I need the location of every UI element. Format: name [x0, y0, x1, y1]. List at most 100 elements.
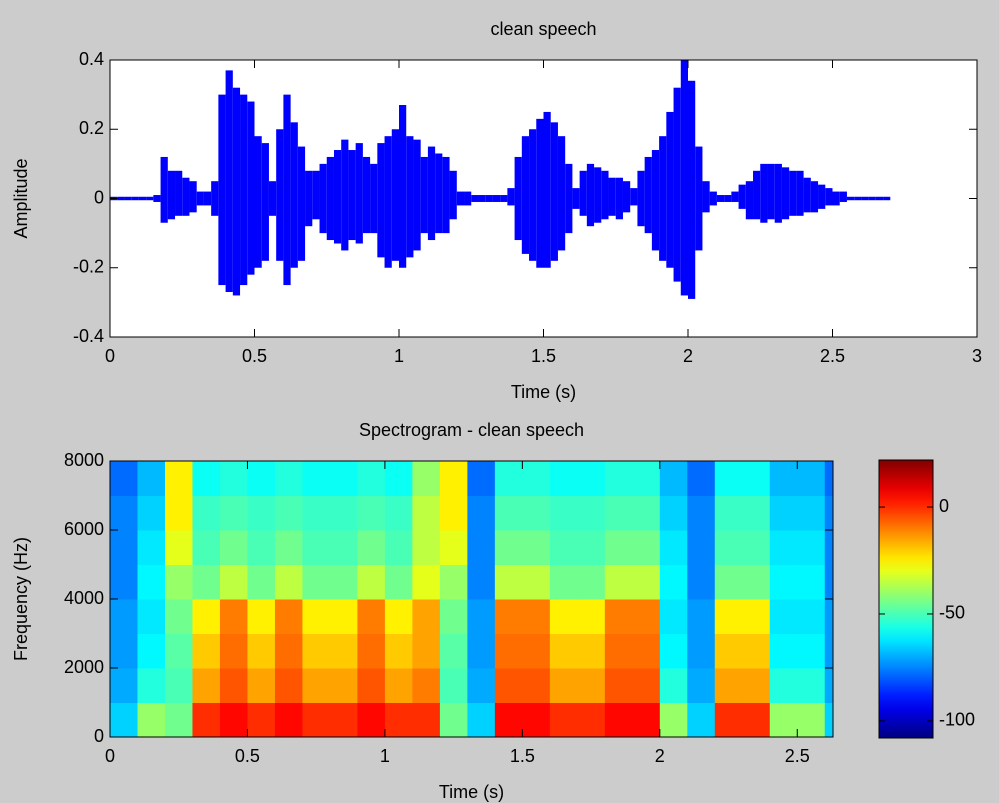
- heatmap-cell: [659, 599, 688, 634]
- waveform-segment: [702, 181, 710, 213]
- heatmap-cell: [797, 633, 826, 669]
- heatmap-cell: [577, 668, 606, 703]
- colorbar-tick-label: 0: [939, 496, 949, 516]
- heatmap-cell: [164, 668, 193, 703]
- chart-title: Spectrogram - clean speech: [359, 420, 584, 440]
- waveform-segment: [688, 80, 696, 299]
- heatmap-cell: [522, 702, 551, 738]
- heatmap-cell: [302, 564, 331, 600]
- y-tick-label: 0.2: [79, 118, 104, 138]
- heatmap-cell: [797, 599, 826, 634]
- heatmap-cell: [164, 564, 193, 600]
- heatmap-cell: [659, 564, 688, 600]
- heatmap-cell: [384, 633, 413, 669]
- waveform-segment: [456, 191, 465, 206]
- heatmap-cell: [412, 633, 441, 669]
- heatmap-cell: [302, 702, 331, 738]
- waveform-segment: [290, 122, 298, 268]
- waveform-segment: [146, 196, 154, 201]
- waveform-segment: [384, 136, 392, 268]
- heatmap-cell: [824, 530, 834, 565]
- heatmap-cell: [302, 495, 331, 531]
- waveform-segment: [492, 195, 501, 202]
- heatmap-cell: [412, 668, 441, 703]
- heatmap-cell: [164, 495, 193, 531]
- heatmap-cell: [357, 702, 386, 738]
- heatmap-cell: [329, 668, 358, 703]
- heatmap-cell: [219, 530, 248, 565]
- waveform-segment: [355, 143, 363, 244]
- waveform-segment: [818, 184, 826, 209]
- heatmap-cell: [549, 530, 578, 565]
- y-tick-label: -0.4: [73, 326, 104, 346]
- waveform-segment: [464, 191, 472, 206]
- heatmap-cell: [824, 599, 834, 634]
- waveform-segment: [789, 170, 797, 216]
- heatmap-cell: [494, 702, 523, 738]
- heatmap-cell: [247, 530, 276, 565]
- heatmap-cell: [467, 461, 496, 496]
- waveform-segment: [261, 143, 269, 261]
- heatmap-cell: [549, 668, 578, 703]
- heatmap-cell: [110, 702, 138, 738]
- waveform-segment: [781, 167, 790, 220]
- heatmap-cell: [687, 530, 716, 565]
- heatmap-cell: [219, 633, 248, 669]
- waveform-segment: [406, 136, 414, 258]
- x-tick-label: 2.5: [820, 346, 845, 366]
- waveform-segment: [738, 184, 746, 209]
- heatmap-cell: [797, 668, 826, 703]
- waveform-segment: [254, 136, 262, 268]
- heatmap-cell: [192, 702, 221, 738]
- x-tick-label: 0.5: [242, 346, 267, 366]
- heatmap-cell: [274, 461, 303, 496]
- heatmap-cell: [797, 702, 826, 738]
- heatmap-cell: [274, 702, 303, 738]
- heatmap-cell: [137, 668, 166, 703]
- heatmap-cell: [494, 633, 523, 669]
- waveform-segment: [529, 129, 537, 261]
- waveform-segment: [716, 195, 725, 202]
- heatmap-cell: [274, 495, 303, 531]
- y-tick-label: 6000: [64, 519, 104, 539]
- heatmap-cell: [137, 495, 166, 531]
- heatmap-cell: [604, 564, 633, 600]
- heatmap-cell: [467, 702, 496, 738]
- waveform-segment: [594, 167, 602, 223]
- heatmap-cell: [247, 564, 276, 600]
- waveform-segment: [709, 191, 717, 206]
- heatmap-cell: [164, 530, 193, 565]
- heatmap-cell: [687, 668, 716, 703]
- waveform-segment: [247, 101, 255, 275]
- waveform-segment: [883, 196, 891, 201]
- x-tick-label: 2.5: [785, 746, 810, 766]
- heatmap-cell: [384, 702, 413, 738]
- waveform-segment: [543, 111, 551, 268]
- waveform-segment: [753, 170, 761, 220]
- heatmap-cell: [714, 668, 743, 703]
- waveform-segment: [413, 139, 421, 251]
- waveform-segment: [196, 191, 204, 206]
- heatmap-cell: [329, 564, 358, 600]
- heatmap-cell: [577, 495, 606, 531]
- heatmap-cell: [604, 668, 633, 703]
- heatmap-cell: [467, 564, 496, 600]
- heatmap-cell: [412, 702, 441, 738]
- waveform-segment: [666, 111, 674, 268]
- waveform-segment: [586, 163, 595, 227]
- heatmap-cell: [659, 633, 688, 669]
- heatmap-cell: [412, 599, 441, 634]
- waveform-segment: [731, 191, 739, 202]
- waveform-segment: [203, 191, 212, 206]
- heatmap-cell: [439, 530, 468, 565]
- heatmap-cell: [274, 668, 303, 703]
- waveform-segment: [622, 181, 631, 213]
- heatmap-cell: [522, 668, 551, 703]
- heatmap-cell: [247, 633, 276, 669]
- waveform-segment: [875, 196, 884, 201]
- waveform-segment: [399, 105, 407, 268]
- waveform-segment: [160, 156, 168, 223]
- heatmap-cell: [247, 702, 276, 738]
- heatmap-cell: [577, 564, 606, 600]
- heatmap-cell: [439, 599, 468, 634]
